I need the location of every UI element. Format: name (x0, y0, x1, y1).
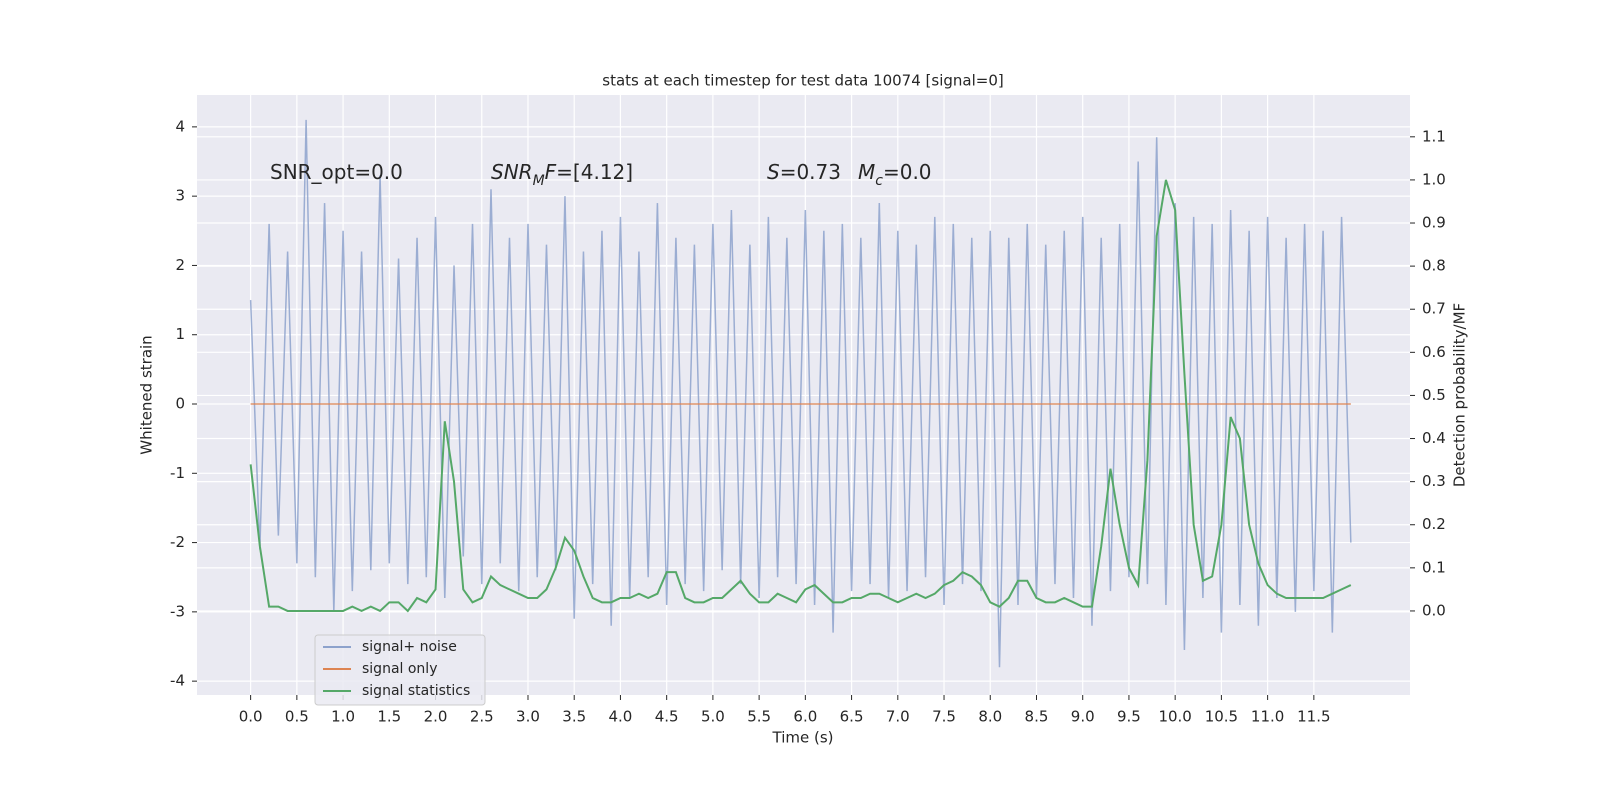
annotation-part: =[4.12] (556, 160, 633, 184)
y2-tick-label: 0.9 (1422, 214, 1446, 232)
y2-tick-label: 0.3 (1422, 472, 1446, 490)
y2-tick-label: 0.8 (1422, 257, 1446, 275)
legend-label: signal statistics (362, 683, 470, 699)
x-tick-label: 5.0 (701, 708, 725, 726)
x-tick-label: 7.5 (932, 708, 956, 726)
annotation: S=0.73 (767, 160, 841, 184)
data-line (249, 119, 1352, 668)
y-tick-label: 4 (175, 117, 185, 135)
annotation-part: c (875, 173, 883, 189)
y-tick-label: -2 (170, 533, 185, 551)
annotation-part: F (545, 160, 557, 184)
y-tick-label: 3 (175, 187, 185, 205)
annotation-part: =0.73 (780, 160, 841, 184)
annotation-part: SNR_opt=0.0 (270, 160, 403, 184)
x-tick-label: 2.0 (424, 708, 448, 726)
x-tick-label: 11.0 (1251, 708, 1284, 726)
x-tick-label: 0.0 (239, 708, 263, 726)
y-axis-label: Whitened strain (138, 335, 156, 454)
y2-tick-label: 0.7 (1422, 300, 1446, 318)
y2-tick-label: 0.1 (1422, 558, 1446, 576)
x-tick-label: 6.5 (840, 708, 864, 726)
x-tick-label: 8.0 (978, 708, 1002, 726)
x-tick-label: 5.5 (747, 708, 771, 726)
y2-tick-label: 1.1 (1422, 127, 1446, 145)
x-tick-label: 3.5 (562, 708, 586, 726)
y-tick-label: -3 (170, 602, 185, 620)
x-tick-label: 9.5 (1117, 708, 1141, 726)
legend-label: signal+ noise (362, 639, 457, 655)
x-tick-label: 4.0 (609, 708, 633, 726)
y-tick-label: 2 (175, 256, 185, 274)
y2-tick-label: 0.6 (1422, 343, 1446, 361)
x-tick-label: 4.5 (655, 708, 679, 726)
x-tick-label: 8.5 (1025, 708, 1049, 726)
x-tick-label: 1.0 (331, 708, 355, 726)
y2-tick-label: 0.0 (1422, 601, 1446, 619)
y-tick-label: -4 (170, 672, 185, 690)
x-tick-label: 10.0 (1158, 708, 1191, 726)
chart-title: stats at each timestep for test data 100… (602, 72, 1003, 90)
annotation-part: S (767, 160, 780, 184)
x-tick-label: 6.0 (793, 708, 817, 726)
x-tick-label: 7.0 (886, 708, 910, 726)
x-tick-label: 11.5 (1297, 708, 1330, 726)
x-tick-label: 0.5 (285, 708, 309, 726)
x-tick-label: 9.0 (1071, 708, 1095, 726)
annotation-part: M (858, 160, 875, 184)
y-tick-label: 1 (175, 325, 185, 343)
y2-tick-label: 0.2 (1422, 515, 1446, 533)
y-tick-label: -1 (170, 464, 185, 482)
annotation-part: =0.0 (883, 160, 932, 184)
annotation: SNRMF=[4.12] (491, 160, 633, 190)
data-line (249, 179, 1352, 613)
x-tick-label: 10.5 (1205, 708, 1238, 726)
y2-tick-label: 0.5 (1422, 386, 1446, 404)
annotation: Mc=0.0 (858, 160, 932, 190)
x-tick-label: 3.0 (516, 708, 540, 726)
x-tick-label: 1.5 (377, 708, 401, 726)
y-tick-label: 0 (175, 395, 185, 413)
legend-label: signal only (362, 661, 437, 677)
annotation-part: SNR (491, 160, 533, 184)
y2-tick-label: 0.4 (1422, 429, 1446, 447)
x-axis-label: Time (s) (772, 729, 834, 747)
legend-box (314, 634, 486, 706)
y2-tick-label: 1.0 (1422, 170, 1446, 188)
annotation: SNR_opt=0.0 (270, 160, 403, 184)
y2-axis-label: Detection probability/MF (1451, 303, 1469, 487)
x-tick-label: 2.5 (470, 708, 494, 726)
annotation-part: M (533, 173, 545, 189)
